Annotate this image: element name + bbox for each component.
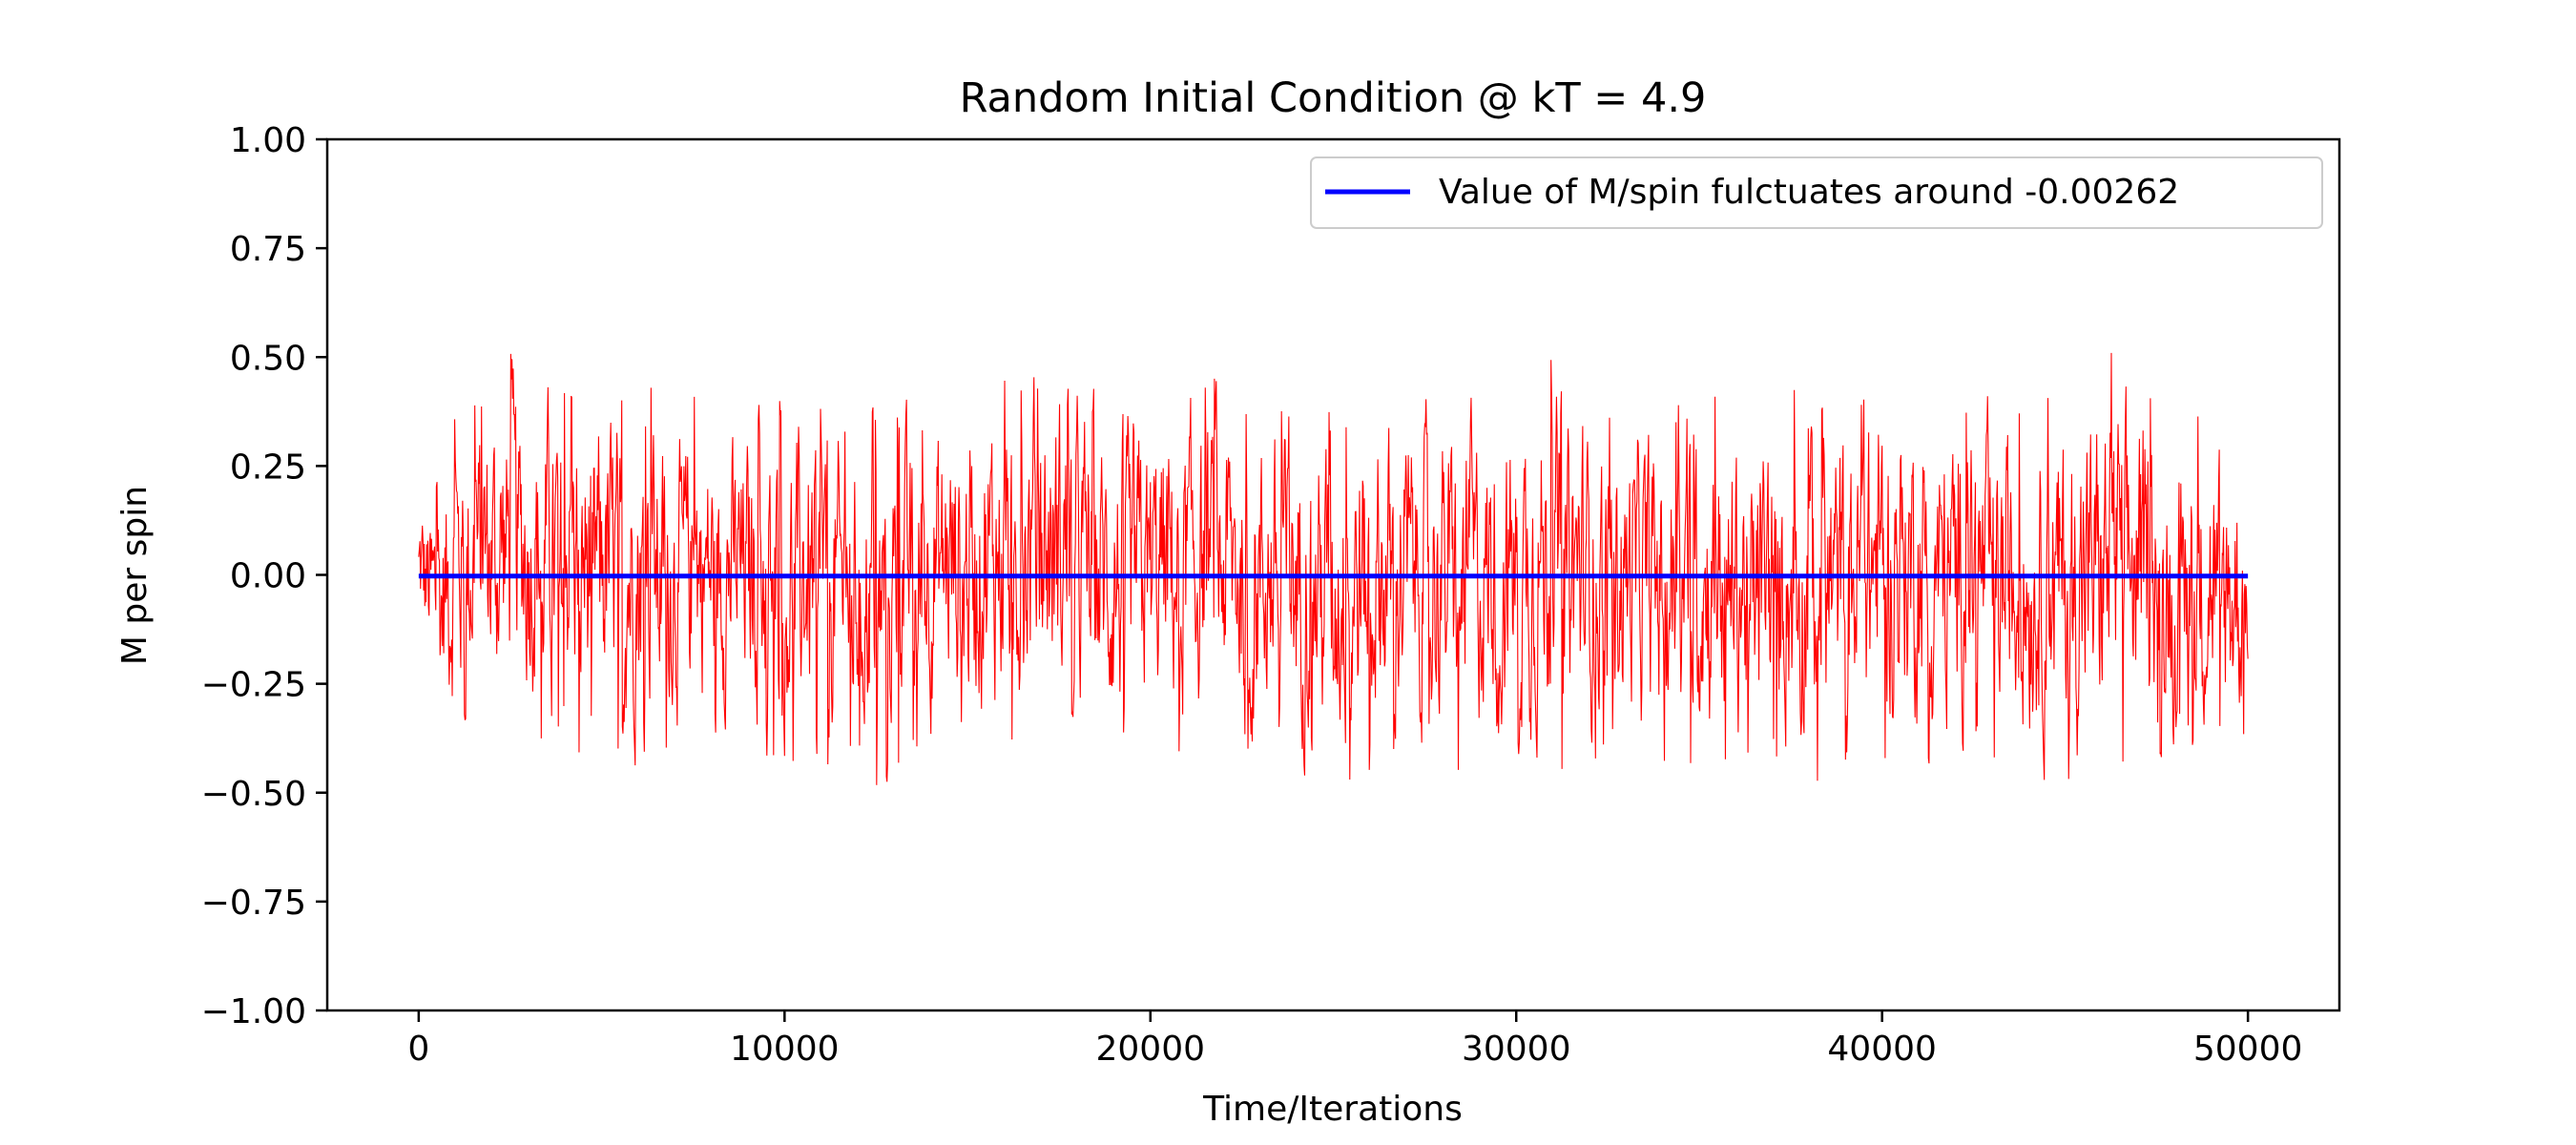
y-tick-label: 0.00 [230,557,306,596]
x-axis-title: Time/Iterations [1202,1090,1463,1129]
y-tick-label: 0.25 [230,448,306,487]
y-tick-label: 0.75 [230,230,306,269]
y-axis-title: M per spin [115,486,155,665]
x-tick-label: 40000 [1827,1030,1937,1069]
y-tick-label: −0.25 [201,666,306,705]
x-tick-label: 30000 [1462,1030,1571,1069]
x-tick-label: 50000 [2193,1030,2303,1069]
legend: Value of M/spin fulctuates around -0.002… [1310,156,2323,229]
y-tick-label: −0.75 [201,884,306,923]
x-axis: 0 10000 20000 30000 40000 50000 [407,1010,2302,1069]
chart-title: Random Initial Condition @ kT = 4.9 [960,74,1707,122]
legend-frame [1310,156,2323,229]
plot-area [418,352,2249,785]
y-tick-label: −0.50 [201,775,306,814]
y-tick-label: 1.00 [230,121,306,160]
x-tick-label: 10000 [730,1030,840,1069]
legend-label: Value of M/spin fulctuates around -0.002… [1439,173,2179,212]
y-axis: 1.00 0.75 0.50 0.25 0.00 −0.25 −0.50 −0.75 −1.00 [201,121,327,1031]
x-tick-label: 0 [407,1030,429,1069]
x-tick-label: 20000 [1096,1030,1206,1069]
y-tick-label: 0.50 [230,339,306,378]
magnetization-series-line [418,352,2249,785]
y-tick-label: −1.00 [201,992,306,1031]
